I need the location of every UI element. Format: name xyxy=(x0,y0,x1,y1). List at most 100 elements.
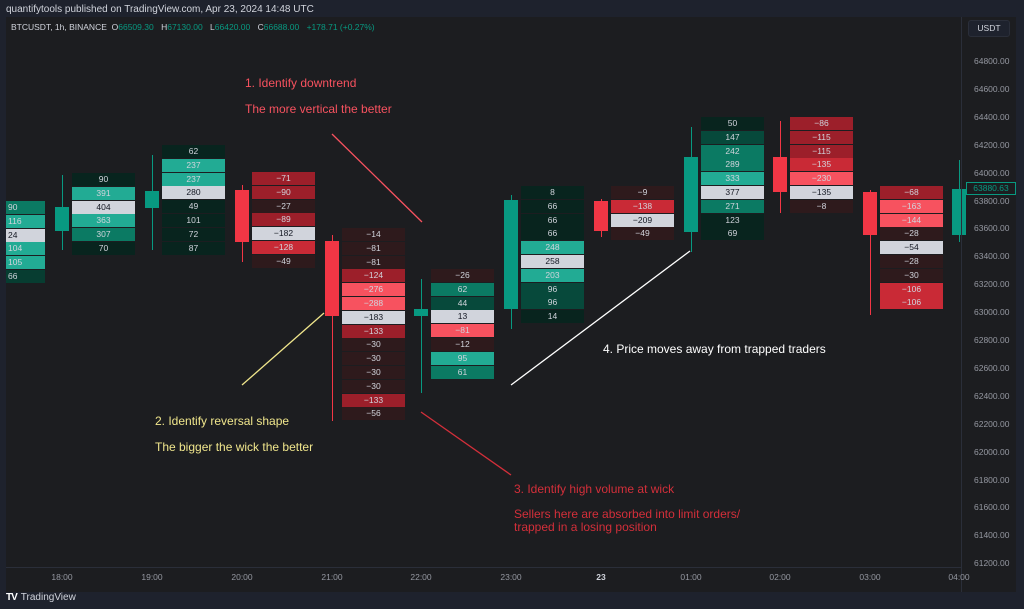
footprint-cell: −30 xyxy=(342,338,405,352)
price-tick: 64000.00 xyxy=(974,167,1010,178)
time-tick: 02:00 xyxy=(769,572,791,582)
footprint-cell: 248 xyxy=(521,241,584,255)
footprint-cell: −135 xyxy=(790,158,853,172)
footprint-cell: −86 xyxy=(790,117,853,130)
footprint-cell: 123 xyxy=(701,213,764,227)
price-tick: 64600.00 xyxy=(974,83,1010,94)
candle-body[interactable] xyxy=(414,309,428,316)
price-tick: 64800.00 xyxy=(974,56,1010,66)
brand-label[interactable]: TradingView xyxy=(20,592,76,603)
currency-button[interactable]: USDT xyxy=(968,20,1010,37)
annotation-step1-title[interactable]: 1. Identify downtrend xyxy=(245,76,357,90)
footprint-cell: 70 xyxy=(72,241,135,255)
footprint-column: −14 −81 −81 −124 −276 −288 −183 −133 −30 −30 −30 −3… xyxy=(342,228,405,421)
footprint-cell: 147 xyxy=(701,130,764,144)
footprint-cell: 62 xyxy=(431,282,494,296)
reversal-line[interactable] xyxy=(241,312,325,386)
annotation-step3-sub2[interactable]: trapped in a losing position xyxy=(514,520,657,534)
candle-body[interactable] xyxy=(235,190,249,242)
footprint-cell: −182 xyxy=(252,227,315,241)
candle-wick xyxy=(421,279,422,393)
footprint-cell: −54 xyxy=(880,241,943,255)
footprint-cell: 24 xyxy=(6,228,45,242)
footprint-cell: 66 xyxy=(521,227,584,241)
price-tick: 63600.00 xyxy=(974,223,1010,234)
time-tick: 03:00 xyxy=(859,572,881,582)
footprint-cell: 44 xyxy=(431,296,494,310)
footprint-cell: −115 xyxy=(790,130,853,144)
footprint-cell: 90 xyxy=(6,201,45,214)
footprint-cell: 14 xyxy=(521,310,584,324)
footprint-cell: −81 xyxy=(342,241,405,255)
footprint-cell: 13 xyxy=(431,310,494,324)
annotation-step2-sub[interactable]: The bigger the wick the better xyxy=(155,440,314,454)
footprint-cell: 280 xyxy=(162,186,225,200)
time-tick: 22:00 xyxy=(410,572,432,582)
chart-pane[interactable]: BTCUSDT, 1h, BINANCE O66509.30 H67130.00… xyxy=(6,17,1016,592)
footprint-cell: 90 xyxy=(72,173,135,186)
footprint-cell: 104 xyxy=(6,242,45,256)
candle-body[interactable] xyxy=(55,207,69,231)
symbol-legend: BTCUSDT, 1h, BINANCE O66509.30 H67130.00… xyxy=(11,22,375,32)
footprint-cell: 116 xyxy=(6,214,45,228)
footprint-cell: −8 xyxy=(790,199,853,213)
footprint-cell: −288 xyxy=(342,296,405,310)
footprint-column: 62 237 237 280 49 101 72 87 xyxy=(162,145,225,255)
price-tick: 61600.00 xyxy=(974,502,1010,513)
price-tick: 64200.00 xyxy=(974,139,1010,150)
footprint-cell: −30 xyxy=(880,268,943,282)
time-axis[interactable] xyxy=(6,567,961,592)
annotation-step1-sub[interactable]: The more vertical the better xyxy=(245,102,392,116)
footprint-column: 50 147 242 289 333 377 271 123 69 xyxy=(701,117,764,241)
footprint-column: 8 66 66 66 248 258 203 96 96 14 xyxy=(521,186,584,324)
time-tick: 20:00 xyxy=(231,572,253,582)
annotation-step3-title[interactable]: 3. Identify high volume at wick xyxy=(514,482,675,496)
footprint-column: −86 −115 −115 −135 −230 −135 −8 xyxy=(790,117,853,214)
footprint-cell: −81 xyxy=(342,255,405,269)
footprint-cell: −30 xyxy=(342,352,405,366)
footprint-cell: −163 xyxy=(880,199,943,213)
footprint-cell: −276 xyxy=(342,283,405,297)
publish-info: quantifytools published on TradingView.c… xyxy=(6,4,314,15)
footprint-cell: 377 xyxy=(701,185,764,199)
candle-body[interactable] xyxy=(145,191,159,208)
footprint-cell: 49 xyxy=(162,200,225,214)
downtrend-line[interactable] xyxy=(331,133,423,223)
annotation-step2-title[interactable]: 2. Identify reversal shape xyxy=(155,414,290,428)
price-tick: 63400.00 xyxy=(974,251,1010,262)
footprint-cell: 62 xyxy=(162,145,225,158)
footprint-column: −68 −163 −144 −28 −54 −28 −30 −106 −106 xyxy=(880,186,943,310)
candle-body[interactable] xyxy=(863,192,877,235)
price-axis[interactable] xyxy=(961,17,1016,592)
candle-body[interactable] xyxy=(325,241,339,316)
footprint-cell: −71 xyxy=(252,172,315,185)
footprint-cell: −56 xyxy=(342,407,405,421)
footprint-cell: −230 xyxy=(790,172,853,186)
footprint-column: −9 −138 −209 −49 xyxy=(611,186,674,241)
annotation-step4-title[interactable]: 4. Price moves away from trapped traders xyxy=(603,342,826,356)
candle-body[interactable] xyxy=(952,189,966,235)
footprint-cell: 258 xyxy=(521,254,584,268)
away-line[interactable] xyxy=(510,250,691,386)
footprint-cell: −106 xyxy=(880,296,943,310)
candle-body[interactable] xyxy=(773,157,787,192)
footprint-cell: 237 xyxy=(162,158,225,172)
footprint-cell: 289 xyxy=(701,158,764,172)
footprint-cell: 96 xyxy=(521,296,584,310)
symbol-label[interactable]: BTCUSDT, 1h, BINANCE xyxy=(11,22,107,32)
candle-body[interactable] xyxy=(504,200,518,309)
price-tick: 61400.00 xyxy=(974,530,1010,541)
candle-body[interactable] xyxy=(684,157,698,232)
tradingview-logo-icon[interactable]: TV xyxy=(6,592,18,603)
footprint-cell: −133 xyxy=(342,393,405,407)
footprint-cell: −209 xyxy=(611,213,674,227)
footprint-cell: −81 xyxy=(431,324,494,338)
annotation-step3-sub1[interactable]: Sellers here are absorbed into limit ord… xyxy=(514,507,741,521)
footprint-cell: 8 xyxy=(521,186,584,199)
footprint-cell: −26 xyxy=(431,269,494,282)
footprint-cell: 66 xyxy=(521,199,584,213)
time-tick: 04:00 xyxy=(948,572,970,582)
price-tick: 61800.00 xyxy=(974,474,1010,485)
wick-volume-line[interactable] xyxy=(420,411,512,476)
candle-body[interactable] xyxy=(594,201,608,231)
